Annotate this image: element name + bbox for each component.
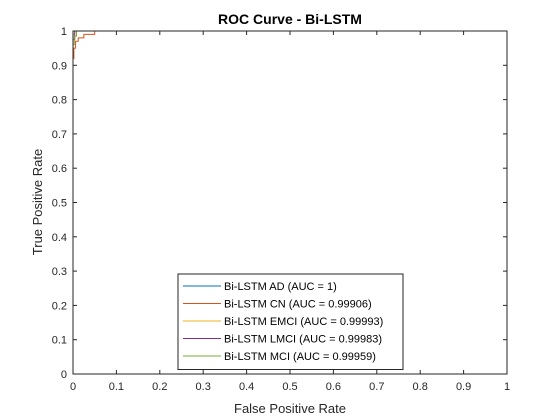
x-tick-label: 0 [70,381,76,393]
x-tick-label: 0.1 [109,381,124,393]
legend-entry-3: Bi-LSTM EMCI (AUC = 0.99993) [224,316,383,328]
y-axis-label: True Positive Rate [30,149,45,255]
axes-layer: 0 0.1 0.2 0.3 0.4 0.5 0.6 0.7 0.8 0.9 1 0 0.1 0.2 0.3 0… [52,26,510,393]
legend-entry-4: Bi-LSTM LMCI (AUC = 0.99983) [224,334,382,346]
legend-entry-5: Bi-LSTM MCI (AUC = 0.99959) [224,351,376,363]
legend-entry-1: Bi-LSTM AD (AUC = 1) [224,281,337,293]
y-tick-label: 0.3 [52,266,67,278]
x-tick-label: 1 [504,381,510,393]
chart-title: ROC Curve - Bi-LSTM [218,11,362,27]
y-tick-label: 0.5 [52,198,67,210]
y-tick-label: 0.1 [52,335,67,347]
x-tick-label: 0.2 [152,381,167,393]
y-tick-label: 0 [61,369,67,381]
x-axis-label: False Positive Rate [234,401,346,416]
legend-entry-2: Bi-LSTM CN (AUC = 0.99906) [224,299,372,311]
y-tick-label: 0.2 [52,300,67,312]
y-tick-label: 0.4 [52,232,67,244]
x-tick-label: 0.7 [369,381,384,393]
y-tick-label: 0.8 [52,95,67,107]
x-tick-label: 0.9 [456,381,471,393]
x-tick-label: 0.8 [413,381,428,393]
y-tick-label: 0.7 [52,129,67,141]
x-tick-label: 0.3 [196,381,211,393]
legend-box [177,273,404,370]
legend: Bi-LSTM AD (AUC = 1) Bi-LSTM CN (AUC = 0.… [177,273,404,370]
y-tick-label: 0.6 [52,163,67,175]
x-tick-label: 0.6 [326,381,341,393]
x-tick-label: 0.5 [282,381,297,393]
series-line-2 [72,30,507,374]
y-tick-label: 0.9 [52,60,67,72]
y-tick-label: 1 [61,26,67,38]
x-tick-label: 0.4 [239,381,254,393]
